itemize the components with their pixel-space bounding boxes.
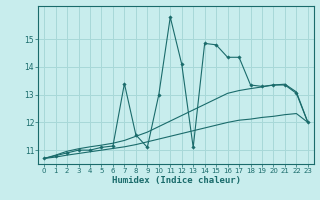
X-axis label: Humidex (Indice chaleur): Humidex (Indice chaleur)	[111, 176, 241, 185]
